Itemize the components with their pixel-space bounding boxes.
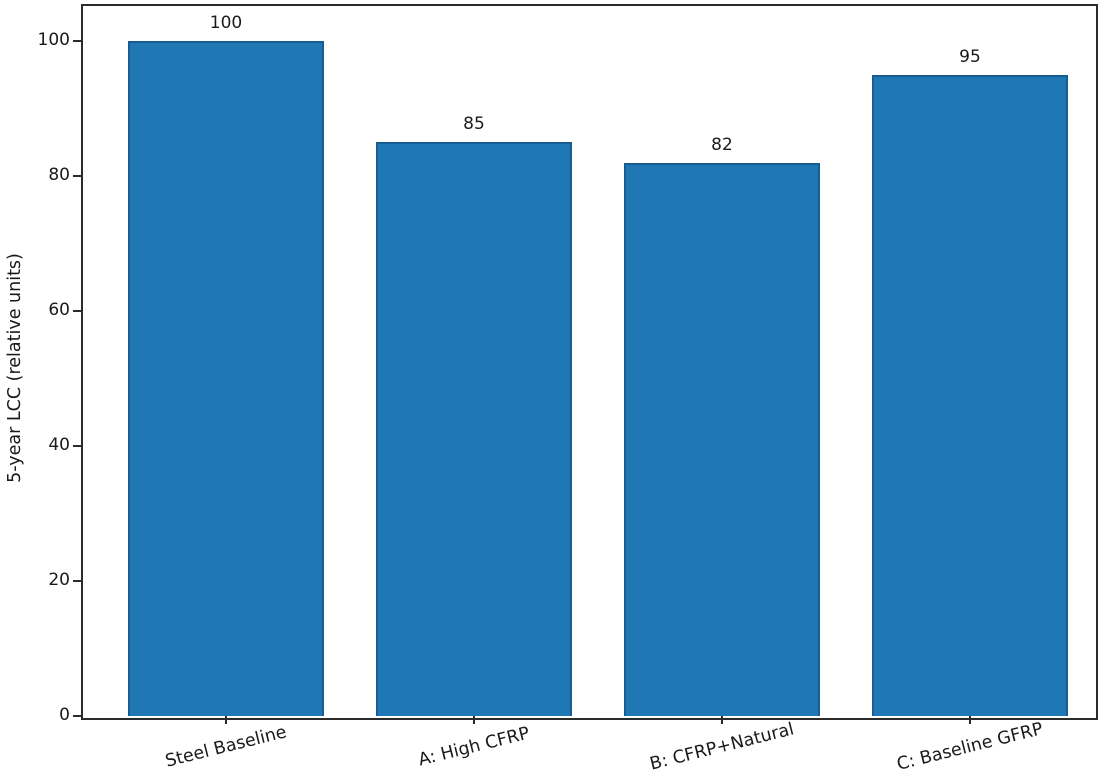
y-tick (73, 310, 82, 312)
y-tick-label: 0 (59, 705, 70, 725)
bar-value-label: 100 (209, 13, 243, 33)
y-tick-label: 20 (48, 570, 70, 590)
y-tick-label: 80 (48, 165, 70, 185)
y-tick (73, 715, 82, 717)
y-tick-label: 100 (37, 30, 70, 50)
x-tick-label: C: Baseline GFRP (894, 719, 1046, 775)
bar-0 (128, 41, 324, 716)
y-tick-label: 40 (48, 435, 70, 455)
x-tick (721, 716, 723, 724)
x-tick (473, 716, 475, 724)
y-tick (73, 580, 82, 582)
y-tick-label: 60 (48, 300, 70, 320)
y-tick (73, 40, 82, 42)
bar-value-label: 95 (959, 46, 981, 67)
x-tick (225, 716, 227, 724)
bar-1 (376, 142, 572, 716)
bar-value-label: 82 (711, 134, 733, 155)
x-tick-label: B: CFRP+Natural (647, 719, 797, 775)
bar-value-label: 85 (463, 114, 485, 135)
plot-frame (81, 4, 1098, 720)
y-tick (73, 175, 82, 177)
x-tick-label: A: High CFRP (416, 723, 532, 771)
x-tick-label: Steel Baseline (163, 722, 289, 772)
x-tick (969, 716, 971, 724)
y-tick (73, 445, 82, 447)
bar-2 (624, 162, 820, 716)
bar-3 (872, 74, 1068, 716)
